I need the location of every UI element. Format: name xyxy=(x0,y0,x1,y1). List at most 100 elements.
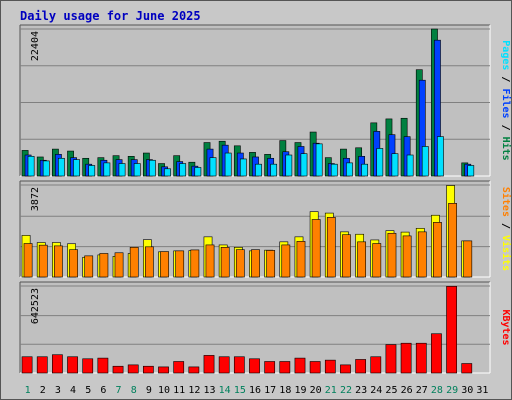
bar-sites-day-20 xyxy=(311,219,321,278)
bar-sites-day-16 xyxy=(251,249,260,278)
bar-pages-day-3 xyxy=(58,157,65,177)
day-label-26: 26 xyxy=(401,385,413,396)
bar-sites-day-25 xyxy=(387,232,397,278)
day-label-19: 19 xyxy=(294,385,306,396)
bar-kbytes-day-24 xyxy=(370,356,382,374)
bar-sites-day-2 xyxy=(38,244,48,278)
bar-pages-day-19 xyxy=(300,153,308,177)
bar-kbytes-day-26 xyxy=(400,342,412,374)
y-max-label: 3872 xyxy=(30,187,41,211)
bar-pages-day-25 xyxy=(391,153,399,177)
day-label-9: 9 xyxy=(146,385,152,396)
bar-sites-day-29 xyxy=(448,203,457,278)
day-label-17: 17 xyxy=(264,385,276,396)
bar-kbytes-day-6 xyxy=(97,357,109,374)
bar-kbytes-day-10 xyxy=(158,366,169,374)
bar-kbytes-day-25 xyxy=(385,344,397,374)
legend-entry: / xyxy=(500,70,511,88)
bar-kbytes-day-20 xyxy=(309,361,321,374)
bar-pages-day-16 xyxy=(255,163,262,177)
bar-kbytes-day-2 xyxy=(36,356,48,374)
bar-pages-day-30 xyxy=(467,165,475,177)
bar-kbytes-day-1 xyxy=(21,356,33,374)
legend-entry: Visits xyxy=(500,235,512,271)
day-label-27: 27 xyxy=(416,385,428,396)
day-label-22: 22 xyxy=(340,385,352,396)
bar-sites-day-3 xyxy=(54,245,63,278)
bar-pages-day-20 xyxy=(315,143,323,177)
bar-pages-day-21 xyxy=(330,163,338,177)
bar-pages-day-9 xyxy=(148,159,156,177)
bar-pages-day-17 xyxy=(270,163,278,177)
bar-pages-day-10 xyxy=(164,168,171,177)
bar-sites-day-9 xyxy=(144,246,154,278)
bar-kbytes-day-23 xyxy=(355,359,367,374)
bar-kbytes-day-7 xyxy=(112,365,124,374)
bar-sites-day-17 xyxy=(266,250,276,278)
legend-panel-1: Pages / Files / Hits xyxy=(500,40,512,160)
bar-sites-day-15 xyxy=(235,249,245,278)
bar-kbytes-day-27 xyxy=(415,342,427,374)
bar-pages-day-1 xyxy=(27,156,35,177)
bar-kbytes-day-3 xyxy=(52,354,63,374)
legend-entry: Pages xyxy=(500,40,511,70)
bar-kbytes-day-16 xyxy=(249,358,260,374)
day-label-29: 29 xyxy=(446,385,458,396)
legend-entry: / xyxy=(500,119,511,137)
bar-pages-day-7 xyxy=(118,163,126,177)
bar-kbytes-day-22 xyxy=(340,364,351,374)
day-label-28: 28 xyxy=(431,385,443,396)
bar-kbytes-day-8 xyxy=(127,364,139,374)
legend-entry: Files xyxy=(500,88,512,118)
day-label-12: 12 xyxy=(188,385,200,396)
bar-kbytes-day-5 xyxy=(82,358,94,374)
y-max-label: 22404 xyxy=(30,31,41,61)
bar-sites-day-26 xyxy=(402,235,412,278)
day-label-10: 10 xyxy=(158,385,170,396)
bar-sites-day-22 xyxy=(342,234,351,278)
day-label-30: 30 xyxy=(461,385,473,396)
day-label-25: 25 xyxy=(385,385,397,396)
bar-kbytes-day-15 xyxy=(233,356,245,374)
bar-sites-day-21 xyxy=(326,217,336,278)
bar-kbytes-day-11 xyxy=(173,361,185,374)
bar-kbytes-day-18 xyxy=(279,361,291,374)
bar-sites-day-4 xyxy=(69,249,78,278)
day-label-5: 5 xyxy=(85,385,91,396)
bar-kbytes-day-14 xyxy=(218,356,230,374)
bar-pages-day-15 xyxy=(239,158,247,177)
bar-pages-day-2 xyxy=(42,160,50,177)
bar-pages-day-14 xyxy=(224,152,232,177)
day-label-18: 18 xyxy=(279,385,291,396)
day-label-14: 14 xyxy=(219,385,231,396)
bar-pages-day-18 xyxy=(285,154,293,177)
day-label-2: 2 xyxy=(40,385,46,396)
day-label-4: 4 xyxy=(70,385,76,396)
day-label-13: 13 xyxy=(203,385,215,396)
bar-kbytes-day-17 xyxy=(264,361,276,374)
bar-sites-day-19 xyxy=(296,241,306,278)
bar-sites-day-7 xyxy=(114,252,124,278)
y-max-label: 642523 xyxy=(30,288,41,324)
chart-title: Daily usage for June 2025 xyxy=(20,9,201,23)
bar-kbytes-day-9 xyxy=(142,365,154,374)
day-label-3: 3 xyxy=(55,385,61,396)
bar-sites-day-24 xyxy=(372,243,382,278)
bar-kbytes-day-13 xyxy=(203,355,215,374)
bar-pages-day-27 xyxy=(421,146,429,177)
day-label-24: 24 xyxy=(370,385,382,396)
legend-entry: Hits xyxy=(500,137,512,161)
panel-1-bg xyxy=(20,25,490,176)
day-label-31: 31 xyxy=(476,385,488,396)
bar-pages-day-13 xyxy=(209,157,217,177)
bar-pages-day-11 xyxy=(179,163,187,177)
day-label-23: 23 xyxy=(355,385,367,396)
bar-sites-day-18 xyxy=(281,244,291,278)
bar-kbytes-day-19 xyxy=(294,357,306,374)
bar-kbytes-day-4 xyxy=(67,356,78,374)
legend-panel-3: KBytes xyxy=(500,309,511,345)
bar-pages-day-6 xyxy=(103,162,111,177)
bar-kbytes-day-12 xyxy=(188,366,200,374)
bar-pages-day-22 xyxy=(346,162,353,177)
bar-kbytes-day-30 xyxy=(461,363,473,374)
